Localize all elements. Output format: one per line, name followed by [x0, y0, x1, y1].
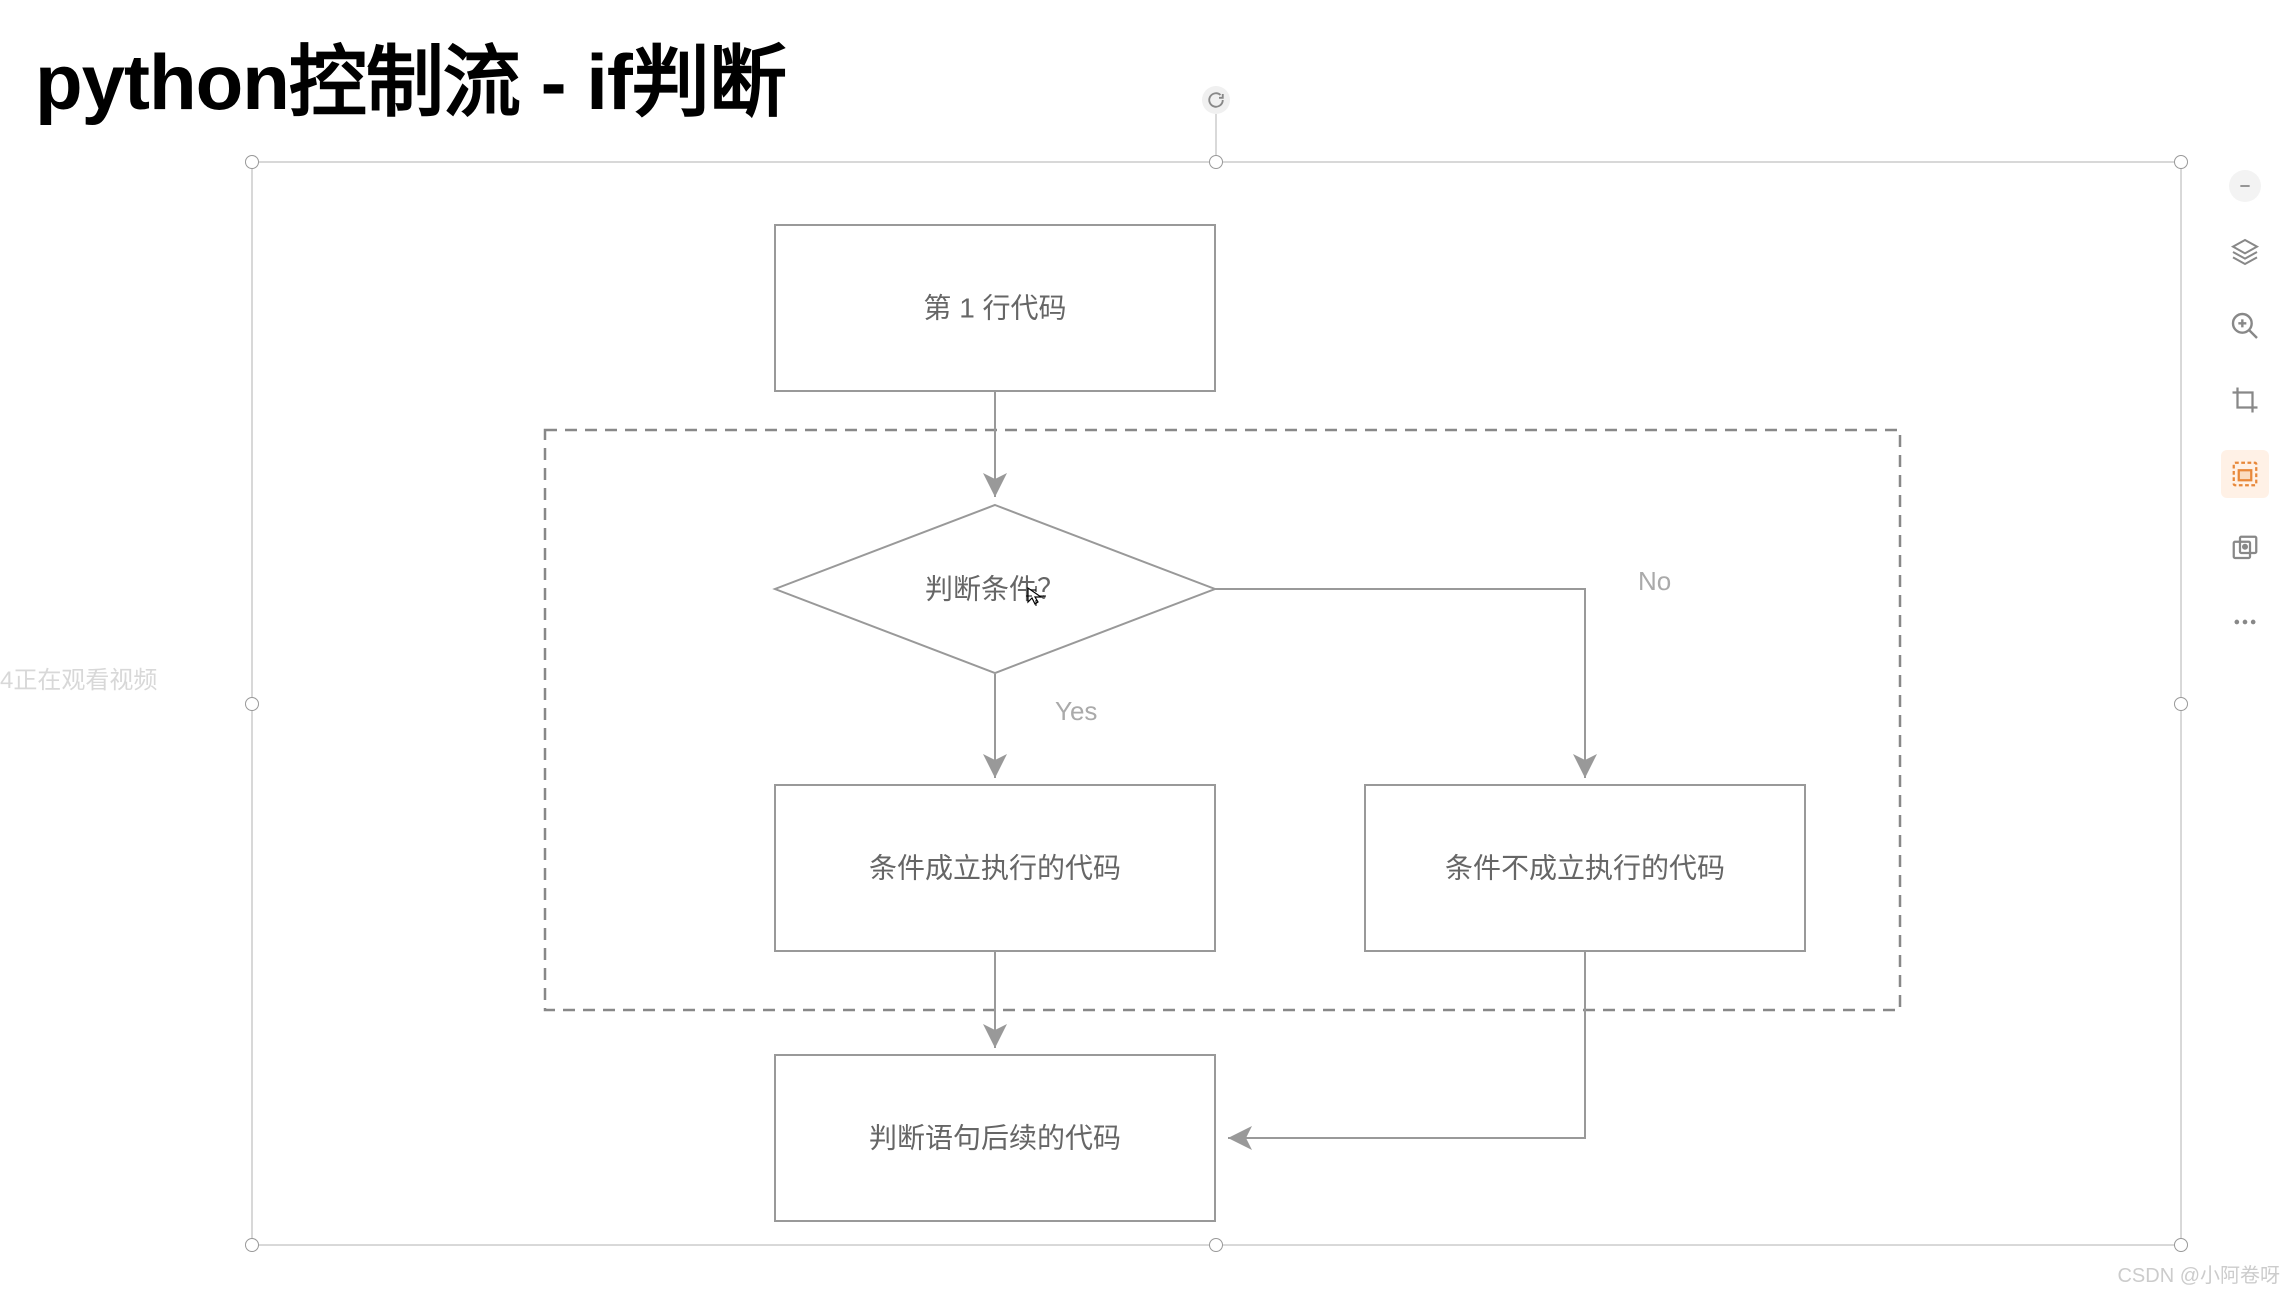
watermark-right: CSDN @小阿卷呀 [2117, 1259, 2280, 1288]
selection-handle[interactable] [245, 697, 259, 711]
svg-text:条件不成立执行的代码: 条件不成立执行的代码 [1445, 853, 1725, 884]
flowchart-canvas: Yes No 第 1 行代码判断条件？ 条件成立执行的代码 条件不成立执行的代码判断语句… [0, 0, 2292, 1296]
collapse-button[interactable] [2229, 170, 2261, 202]
crop-button[interactable] [2221, 376, 2269, 424]
svg-text:第 1 行代码: 第 1 行代码 [923, 293, 1066, 324]
selection-handle[interactable] [2174, 1238, 2188, 1252]
selection-handle[interactable] [2174, 697, 2188, 711]
layers-button[interactable] [2221, 228, 2269, 276]
selection-handle[interactable] [245, 155, 259, 169]
watermark-left: 4正在观看视频 [0, 660, 157, 695]
svg-text:判断条件？: 判断条件？ [925, 574, 1065, 605]
svg-text:条件成立执行的代码: 条件成立执行的代码 [869, 853, 1121, 884]
svg-text:Yes: Yes [1055, 696, 1097, 726]
selection-handle[interactable] [245, 1238, 259, 1252]
svg-text:判断语句后续的代码: 判断语句后续的代码 [869, 1123, 1121, 1154]
right-toolbar [2216, 170, 2274, 646]
more-button[interactable] [2221, 598, 2269, 646]
selection-handle[interactable] [2174, 155, 2188, 169]
zoom-button[interactable] [2221, 302, 2269, 350]
selection-handle[interactable] [1209, 1238, 1223, 1252]
svg-text:No: No [1638, 566, 1671, 596]
copy-image-button[interactable] [2221, 524, 2269, 572]
selection-handle[interactable] [1209, 155, 1223, 169]
select-area-button[interactable] [2221, 450, 2269, 498]
rotate-handle[interactable] [1202, 86, 1230, 114]
